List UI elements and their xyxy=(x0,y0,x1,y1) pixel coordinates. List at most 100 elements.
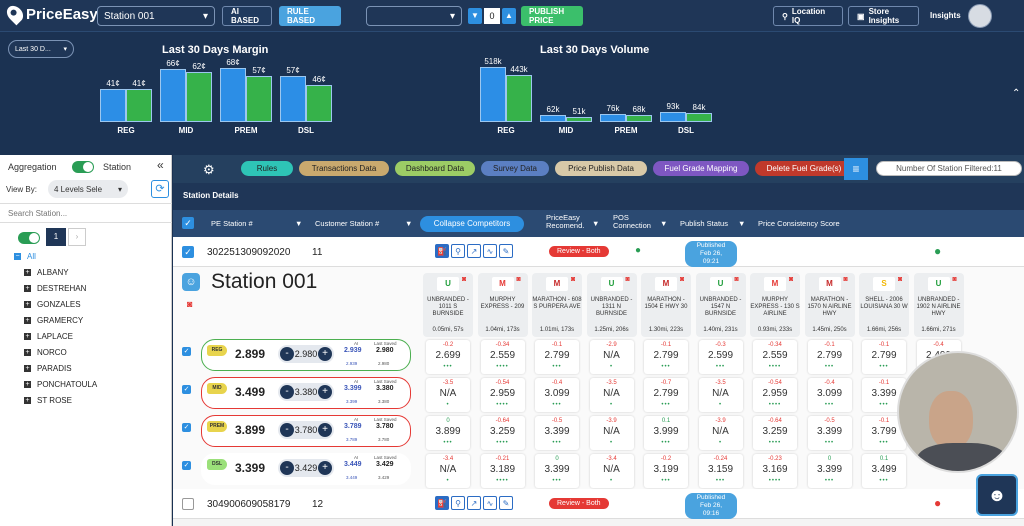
tree-item-station[interactable]: + LAPLACE xyxy=(24,328,97,344)
price-stepper[interactable]: -3.429 + xyxy=(278,459,334,477)
edit-icon[interactable]: ✎ xyxy=(499,496,513,510)
location-iq-button[interactable]: ⚲ Location IQ xyxy=(773,6,843,26)
plus-button[interactable]: + xyxy=(318,423,332,437)
expand-plus-icon[interactable]: + xyxy=(24,268,31,276)
grade-checkbox[interactable]: ✓ xyxy=(182,461,191,470)
menu-icon[interactable]: ≡ xyxy=(844,158,868,180)
view-by-select[interactable]: 4 Levels Sele ▾ xyxy=(48,180,128,198)
stepper-value[interactable]: 3.380 xyxy=(294,387,318,397)
publish-price-button[interactable]: PUBLISH PRICE xyxy=(521,6,583,26)
competitor-card[interactable]: M ◙ MURPHY EXPRESS - 209 1.04mi, 173s xyxy=(477,273,528,337)
col-pos-connection[interactable]: POS Connection xyxy=(613,213,651,230)
tree-item-station[interactable]: + GRAMERCY xyxy=(24,312,97,328)
decrement-icon[interactable]: ▼ xyxy=(468,8,482,24)
trend-icon[interactable]: ∿ xyxy=(483,496,497,510)
competitor-card[interactable]: M ◙ MURPHY EXPRESS - 130 S AIRLINE 0.93mi, … xyxy=(750,273,800,337)
camera-icon[interactable]: ◙ xyxy=(571,276,576,283)
ai-based-button[interactable]: AI BASED xyxy=(222,6,272,26)
competitor-card[interactable]: M ◙ MARATHON - 1504 E HWY 30 1.30mi, 223s xyxy=(641,273,691,337)
expand-plus-icon[interactable]: + xyxy=(24,300,31,308)
recommend-badge[interactable]: Review - Both xyxy=(549,498,609,509)
tab-price-publish-data[interactable]: Price Publish Data xyxy=(555,161,647,176)
map-pin-icon[interactable]: ⚲ xyxy=(451,244,465,258)
plus-button[interactable]: + xyxy=(318,385,332,399)
expand-plus-icon[interactable]: + xyxy=(24,380,31,388)
increment-icon[interactable]: ▲ xyxy=(502,8,516,24)
publish-status-badge[interactable]: Published Feb 26, 09:21 xyxy=(685,241,737,267)
tree-item-all[interactable]: − All xyxy=(14,248,36,264)
filter-icon[interactable]: ▼ xyxy=(295,219,303,228)
tree-item-station[interactable]: + PARADIS xyxy=(24,360,97,376)
period-select[interactable]: Last 30 D... ▾ xyxy=(8,40,74,58)
filter-icon[interactable]: ▼ xyxy=(405,219,413,228)
camera-icon[interactable]: ◙ xyxy=(625,276,630,283)
aggregation-toggle[interactable] xyxy=(72,161,94,175)
avatar[interactable] xyxy=(968,4,992,28)
camera-icon[interactable]: ◙ xyxy=(516,276,521,283)
expand-plus-icon[interactable]: + xyxy=(24,332,31,340)
collapse-competitors-button[interactable]: Collapse Competitors xyxy=(420,216,524,232)
grade-checkbox[interactable]: ✓ xyxy=(182,347,191,356)
collapse-chevron-icon[interactable]: ⌃ xyxy=(1012,88,1021,99)
collapse-sidebar-icon[interactable]: « xyxy=(157,158,164,172)
expand-plus-icon[interactable]: + xyxy=(24,396,31,404)
assistant-icon[interactable]: ☻ xyxy=(976,474,1018,516)
select-toggle[interactable] xyxy=(18,232,40,246)
tree-item-station[interactable]: + PONCHATOULA xyxy=(24,376,97,392)
camera-icon[interactable]: ◙ xyxy=(898,276,903,283)
minus-button[interactable]: - xyxy=(280,461,294,475)
store-insights-button[interactable]: ▣ Store Insights xyxy=(848,6,919,26)
col-pe-station[interactable]: PE Station # xyxy=(211,219,253,228)
tab-dashboard-data[interactable]: Dashboard Data xyxy=(395,161,475,176)
minus-button[interactable]: - xyxy=(280,423,294,437)
camera-icon[interactable]: ◙ xyxy=(680,276,685,283)
plus-button[interactable]: + xyxy=(318,461,332,475)
camera-icon[interactable]: ◙ xyxy=(734,276,739,283)
competitor-card[interactable]: U ◙ UNBRANDED - 1011 S BURNSIDE 0.05mi, 57s xyxy=(423,273,473,337)
search-input[interactable] xyxy=(0,204,160,223)
price-stepper[interactable]: -3.780 + xyxy=(278,421,334,439)
filter-icon[interactable]: ▼ xyxy=(592,219,600,228)
row-checkbox[interactable]: ✓ xyxy=(182,246,194,258)
page-number[interactable]: 1 xyxy=(46,228,66,246)
next-page-icon[interactable]: › xyxy=(68,228,86,246)
competitor-card[interactable]: S ◙ SHELL - 2006 LOUISIANA 30 W 1.66mi, 256… xyxy=(859,273,909,337)
filter-icon[interactable]: ▼ xyxy=(660,219,668,228)
filter-select[interactable]: ▾ xyxy=(366,6,462,26)
competitor-card[interactable]: U ◙ UNBRANDED - 1902 N AIRLINE HWY 1.66mi, … xyxy=(913,273,964,337)
filter-icon[interactable]: ▼ xyxy=(738,219,746,228)
insights-link[interactable]: Insights xyxy=(930,11,961,20)
stepper-value[interactable]: 3.429 xyxy=(294,463,318,473)
map-pin-icon[interactable]: ⚲ xyxy=(451,496,465,510)
stepper-value[interactable]: 2.980 xyxy=(294,349,318,359)
refresh-icon[interactable]: ⟳ xyxy=(151,180,169,198)
chart-icon[interactable]: ↗ xyxy=(467,244,481,258)
tree-item-station[interactable]: + NORCO xyxy=(24,344,97,360)
settings-gear-icon[interactable]: ⚙ xyxy=(203,162,215,177)
col-recommend[interactable]: PriceEasy Recomend. xyxy=(546,213,585,230)
tab-rules[interactable]: Rules xyxy=(241,161,293,176)
col-customer-station[interactable]: Customer Station # xyxy=(315,219,380,228)
price-stepper[interactable]: -2.980 + xyxy=(278,345,334,363)
publish-status-badge[interactable]: Published Feb 26, 09:16 xyxy=(685,493,737,519)
select-all-checkbox[interactable]: ✓ xyxy=(182,217,194,229)
row-checkbox[interactable] xyxy=(182,498,194,510)
competitor-card[interactable]: M ◙ MARATHON - 1570 N AIRLINE HWY 1.45mi, 2… xyxy=(804,273,855,337)
chart-icon[interactable]: ↗ xyxy=(467,496,481,510)
grade-checkbox[interactable]: ✓ xyxy=(182,423,191,432)
camera-icon[interactable]: ◙ xyxy=(843,276,848,283)
toggle-switch[interactable] xyxy=(18,232,40,244)
tree-item-station[interactable]: + ALBANY xyxy=(24,264,97,280)
price-stepper[interactable]: -3.380 + xyxy=(278,383,334,401)
competitor-card[interactable]: M ◙ MARATHON - 608 S PURPERA AVE 1.01mi, 17… xyxy=(532,273,582,337)
tree-item-station[interactable]: + DESTREHAN xyxy=(24,280,97,296)
camera-icon[interactable]: ◙ xyxy=(462,276,467,283)
stepper-value[interactable]: 3.780 xyxy=(294,425,318,435)
camera-icon[interactable]: ◙ xyxy=(187,299,193,309)
competitor-card[interactable]: U ◙ UNBRANDED - 1311 N BURNSIDE 1.25mi, 206… xyxy=(586,273,637,337)
plus-button[interactable]: + xyxy=(318,347,332,361)
app-logo[interactable]: PriceEasy xyxy=(3,2,98,26)
toggle-switch[interactable] xyxy=(72,161,94,173)
tab-fuel-grade-mapping[interactable]: Fuel Grade Mapping xyxy=(653,161,749,176)
counter-stepper[interactable]: ▼ 0 ▲ xyxy=(468,6,516,26)
